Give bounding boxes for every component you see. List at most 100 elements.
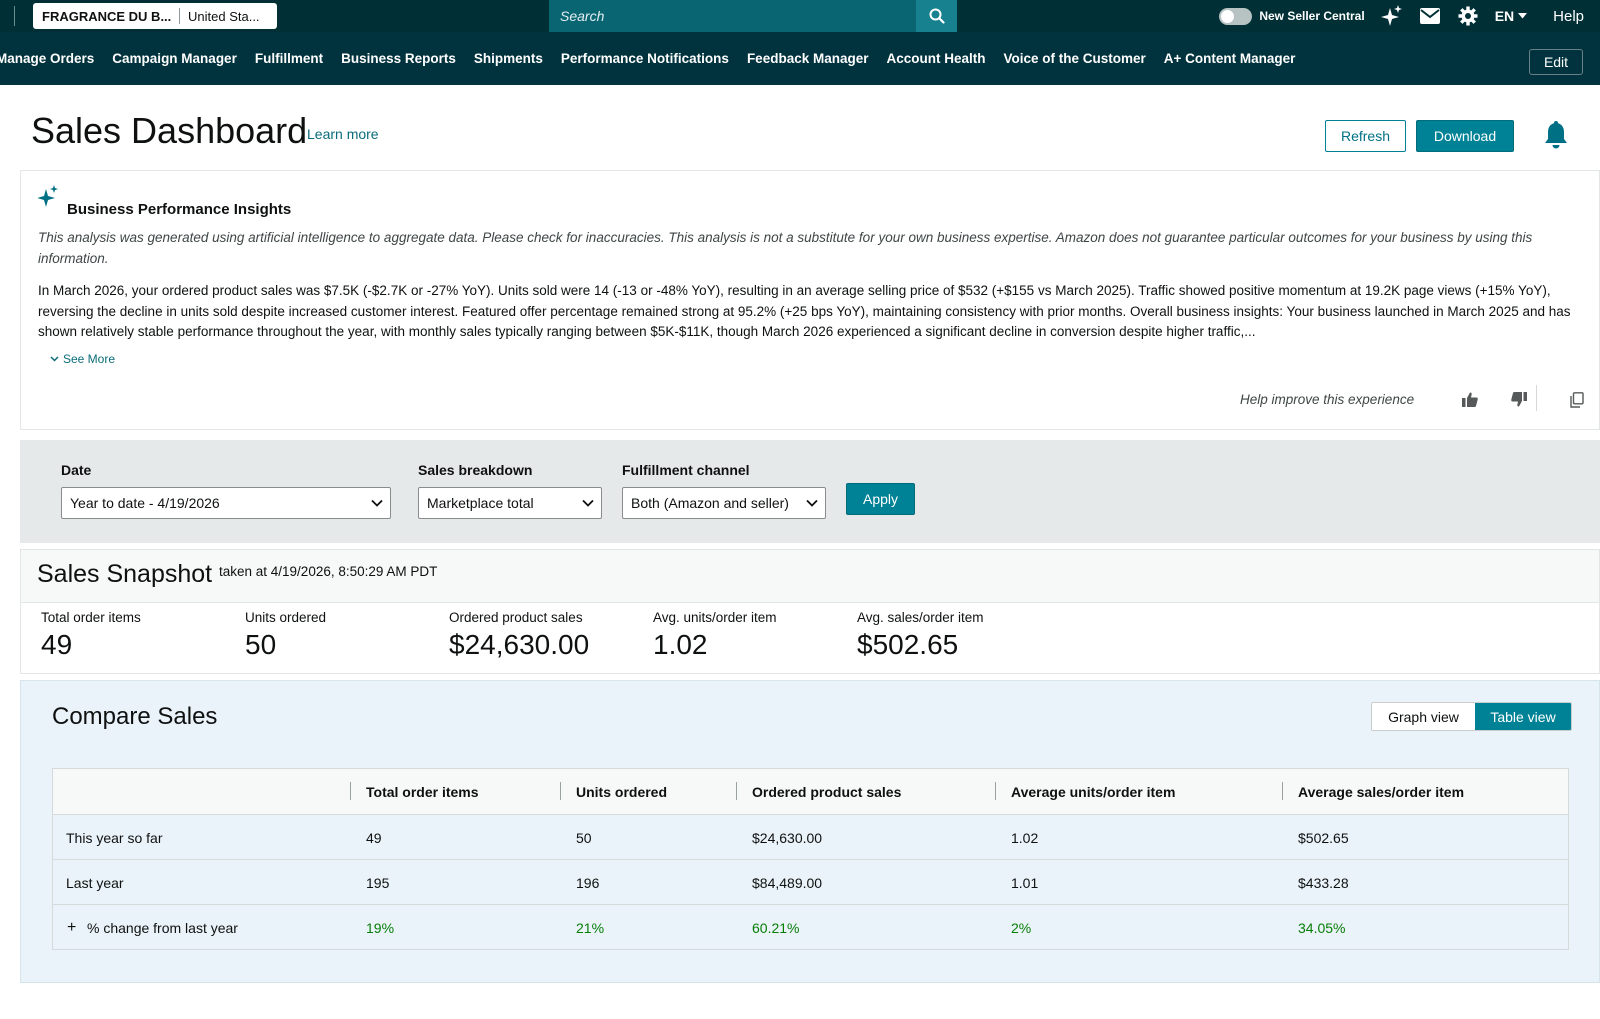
- help-improve-text: Help improve this experience: [1240, 392, 1415, 407]
- row-label-expandable[interactable]: + % change from last year: [67, 905, 238, 950]
- date-label: Date: [61, 462, 92, 478]
- nav-item-performance-notifications[interactable]: Performance Notifications: [560, 51, 729, 66]
- search-button[interactable]: [916, 0, 957, 32]
- column-header-label: Average sales/order item: [1298, 783, 1465, 800]
- channel-select[interactable]: Both (Amazon and seller): [622, 487, 826, 519]
- table-cell: 2%: [1011, 919, 1032, 936]
- metric-label: Avg. units/order item: [653, 610, 777, 625]
- metric-total-order-items: Total order items 49: [41, 610, 141, 661]
- edit-nav-button[interactable]: Edit: [1529, 49, 1583, 75]
- table-cell: 195: [366, 874, 390, 891]
- notifications-button[interactable]: [1543, 121, 1569, 151]
- insights-title: Business Performance Insights: [67, 201, 292, 218]
- thumbs-down-icon: [1511, 392, 1527, 407]
- column-header[interactable]: Average sales/order item: [1282, 769, 1465, 814]
- download-button[interactable]: Download: [1416, 120, 1514, 152]
- snapshot-header: Sales Snapshot taken at 4/19/2026, 8:50:…: [21, 550, 1599, 603]
- store-selector-divider: [179, 8, 180, 24]
- see-more-link[interactable]: See More: [50, 352, 115, 366]
- nav-item-a-plus-content-manager[interactable]: A+ Content Manager: [1163, 51, 1296, 66]
- gear-icon: [1458, 6, 1478, 26]
- row-label: This year so far: [66, 829, 163, 846]
- nav-item-campaign-manager[interactable]: Campaign Manager: [112, 51, 237, 66]
- table-cell: 19%: [366, 919, 395, 936]
- channel-value: Both (Amazon and seller): [631, 495, 789, 511]
- thumbs-up-button[interactable]: [1462, 392, 1478, 412]
- mail-icon: [1419, 8, 1440, 24]
- search-input[interactable]: [549, 0, 916, 32]
- caret-down-icon: [1518, 13, 1528, 19]
- feedback-divider: [1536, 385, 1537, 411]
- language-selector[interactable]: EN: [1494, 8, 1528, 24]
- compare-table: Total order items Units ordered Ordered …: [52, 768, 1569, 950]
- copy-icon: [1570, 392, 1584, 408]
- ai-assistant-button[interactable]: [1380, 5, 1403, 27]
- table-cell: $502.65: [1298, 829, 1349, 846]
- new-seller-central-toggle[interactable]: [1219, 7, 1253, 25]
- sparkle-icon: [38, 185, 58, 207]
- column-header[interactable]: Average units/order item: [995, 769, 1176, 814]
- settings-button[interactable]: [1457, 5, 1479, 27]
- store-region: United Sta...: [188, 8, 260, 24]
- table-view-button[interactable]: Table view: [1475, 703, 1571, 730]
- date-value: Year to date - 4/19/2026: [70, 495, 220, 511]
- column-header-label: Ordered product sales: [752, 783, 902, 800]
- nav-item-fulfillment[interactable]: Fulfillment: [254, 51, 324, 66]
- chevron-down-icon: [50, 356, 59, 362]
- graph-view-button[interactable]: Graph view: [1372, 703, 1475, 730]
- compare-title: Compare Sales: [52, 703, 218, 730]
- topbar-divider: [14, 6, 15, 26]
- nav-item-voice-of-the-customer[interactable]: Voice of the Customer: [1003, 51, 1146, 66]
- table-cell: 21%: [576, 919, 605, 936]
- metric-value: $24,630.00: [449, 629, 590, 660]
- toggle-label: New Seller Central: [1259, 9, 1365, 23]
- table-row: + % change from last year 19% 21% 60.21%…: [53, 904, 1568, 949]
- breakdown-label: Sales breakdown: [418, 462, 533, 478]
- store-selector[interactable]: FRAGRANCE DU B... United Sta...: [33, 3, 277, 29]
- table-row: This year so far 49 50 $24,630.00 1.02 $…: [53, 814, 1568, 859]
- column-header[interactable]: Units ordered: [560, 769, 668, 814]
- metric-value: $502.65: [857, 629, 959, 660]
- metric-avg-units-per-order-item: Avg. units/order item 1.02: [653, 610, 777, 661]
- expand-plus-icon[interactable]: +: [67, 918, 77, 936]
- nav-item-business-reports[interactable]: Business Reports: [341, 51, 456, 66]
- thumbs-up-icon: [1462, 392, 1478, 407]
- column-header-label: Total order items: [366, 783, 479, 800]
- table-cell: 50: [576, 829, 592, 846]
- metric-units-ordered: Units ordered 50: [245, 610, 326, 661]
- column-header[interactable]: Ordered product sales: [736, 769, 902, 814]
- metric-label: Units ordered: [245, 610, 327, 625]
- column-header[interactable]: Total order items: [350, 769, 479, 814]
- apply-button[interactable]: Apply: [846, 483, 915, 515]
- view-toggle: Graph view Table view: [1371, 702, 1572, 731]
- learn-more-link[interactable]: Learn more: [307, 126, 379, 142]
- search-bar: [549, 0, 957, 32]
- chevron-down-icon: [371, 499, 383, 507]
- column-header-label: Average units/order item: [1011, 783, 1176, 800]
- nav-item-account-health[interactable]: Account Health: [886, 51, 986, 66]
- thumbs-down-button[interactable]: [1511, 392, 1527, 412]
- metric-label: Avg. sales/order item: [857, 610, 984, 625]
- table-cell: 49: [366, 829, 382, 846]
- help-link[interactable]: Help: [1553, 7, 1584, 25]
- row-label: % change from last year: [87, 919, 238, 936]
- breakdown-select[interactable]: Marketplace total: [418, 487, 602, 519]
- column-divider: [736, 782, 737, 800]
- copy-button[interactable]: [1570, 392, 1584, 413]
- language-label: EN: [1494, 8, 1515, 24]
- nav-bar: Manage Orders Campaign Manager Fulfillme…: [0, 32, 1600, 85]
- nav-item-shipments[interactable]: Shipments: [473, 51, 543, 66]
- topbar-actions: New Seller Central EN Help: [1219, 0, 1600, 32]
- filters-panel: Date Year to date - 4/19/2026 Sales brea…: [20, 440, 1600, 543]
- column-divider: [350, 782, 351, 800]
- page-title: Sales Dashboard: [31, 110, 308, 151]
- column-header-label: Units ordered: [576, 783, 668, 800]
- nav-item-feedback-manager[interactable]: Feedback Manager: [746, 51, 869, 66]
- date-select[interactable]: Year to date - 4/19/2026: [61, 487, 391, 519]
- refresh-button[interactable]: Refresh: [1325, 120, 1406, 152]
- nav-item-manage-orders[interactable]: Manage Orders: [0, 51, 95, 66]
- messages-button[interactable]: [1419, 5, 1441, 27]
- search-icon: [929, 8, 945, 24]
- channel-label: Fulfillment channel: [622, 462, 750, 478]
- table-header-row: Total order items Units ordered Ordered …: [53, 769, 1568, 814]
